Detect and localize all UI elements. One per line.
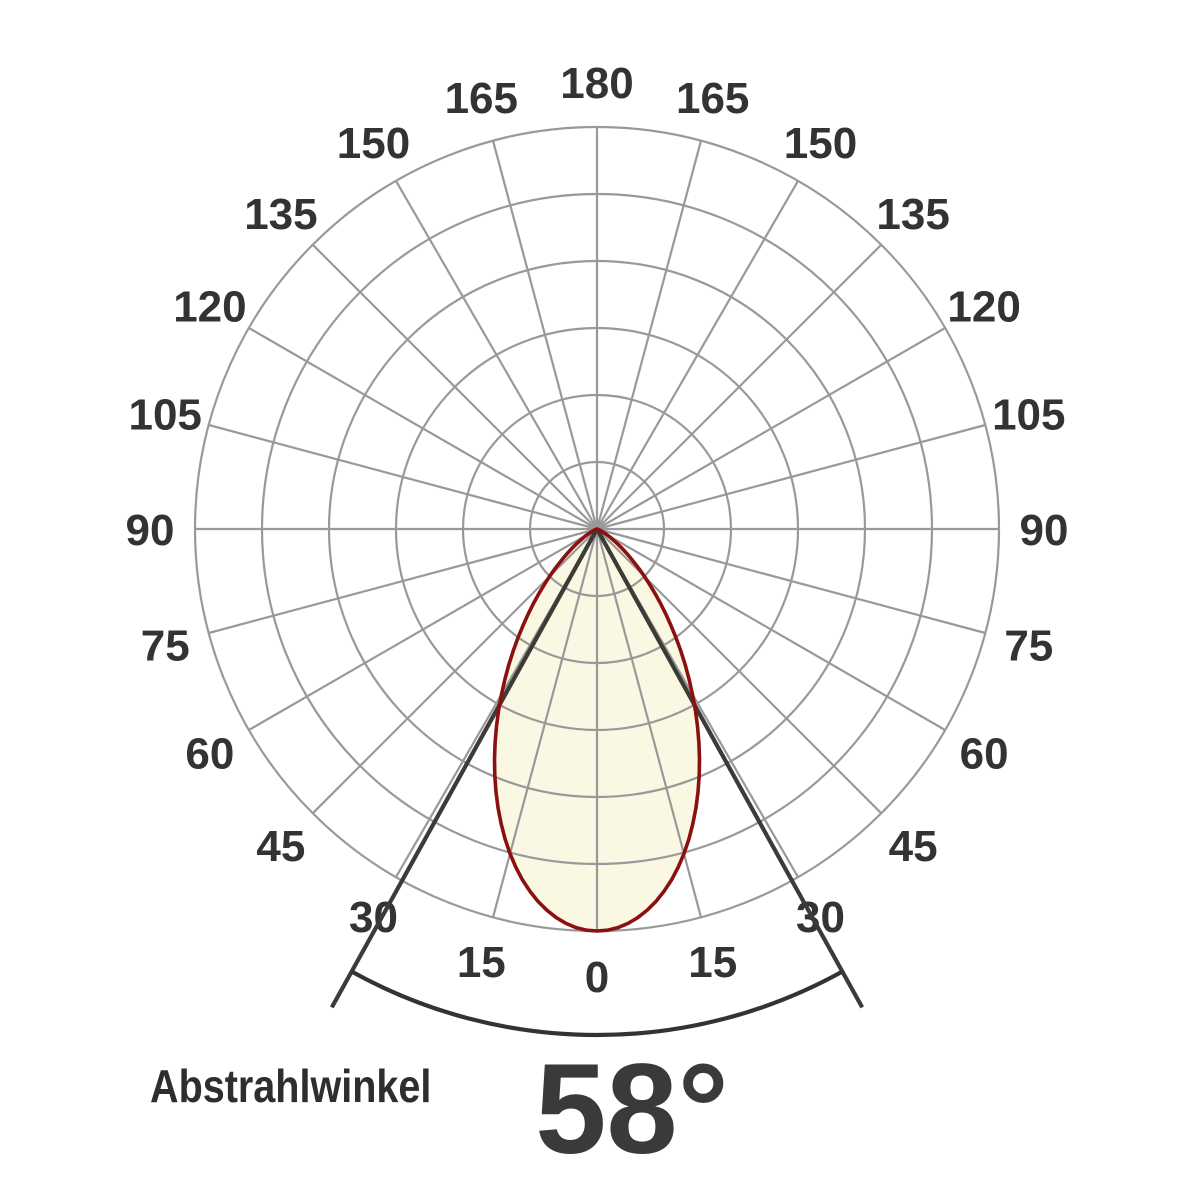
angle-tick-label: 15 <box>457 938 506 987</box>
grid-spoke <box>596 327 946 530</box>
angle-tick-label: 150 <box>784 119 857 168</box>
angle-tick-label: 135 <box>244 190 317 239</box>
grid-spoke <box>596 423 986 531</box>
angle-tick-label: 15 <box>688 938 737 987</box>
beam-angle-label: Abstrahlwinkel <box>150 1060 432 1112</box>
beam-angle-arc <box>350 969 844 1038</box>
angle-tick-label: 165 <box>676 74 749 123</box>
beam-lobe-outline <box>492 527 702 933</box>
grid-spoke <box>596 180 799 530</box>
grid-spoke <box>596 527 986 635</box>
beam-limit-line <box>595 527 865 1009</box>
angle-tick-label: 45 <box>256 822 305 871</box>
beam-angle-value: 58° <box>535 1038 729 1181</box>
grid-spoke <box>595 140 703 530</box>
grid-spoke <box>208 423 598 531</box>
beam-limit-line <box>329 527 599 1009</box>
angle-tick-label: 165 <box>445 74 518 123</box>
angle-tick-label: 90 <box>126 506 175 555</box>
angle-tick-label: 105 <box>992 390 1065 439</box>
angle-tick-label: 60 <box>960 730 1009 779</box>
angle-tick-label: 105 <box>128 390 201 439</box>
angle-tick-label: 180 <box>560 59 633 108</box>
grid-spoke <box>596 243 883 530</box>
grid-spoke <box>311 243 598 530</box>
angle-tick-label: 75 <box>1004 622 1053 671</box>
angle-tick-label: 150 <box>337 119 410 168</box>
grid-spoke <box>395 180 598 530</box>
angle-tick-label: 90 <box>1020 506 1069 555</box>
angle-tick-label: 120 <box>173 283 246 332</box>
grid-spoke <box>208 527 598 635</box>
angle-tick-label: 60 <box>185 730 234 779</box>
angle-tick-label: 0 <box>585 953 609 1002</box>
angle-tick-label: 120 <box>947 283 1020 332</box>
angle-tick-label: 75 <box>141 622 190 671</box>
grid-spoke <box>248 327 598 530</box>
angle-tick-label: 45 <box>889 822 938 871</box>
grid-spoke <box>491 140 599 530</box>
grid-spoke <box>596 528 946 731</box>
grid-spoke <box>248 528 598 731</box>
angle-tick-label: 135 <box>876 190 949 239</box>
